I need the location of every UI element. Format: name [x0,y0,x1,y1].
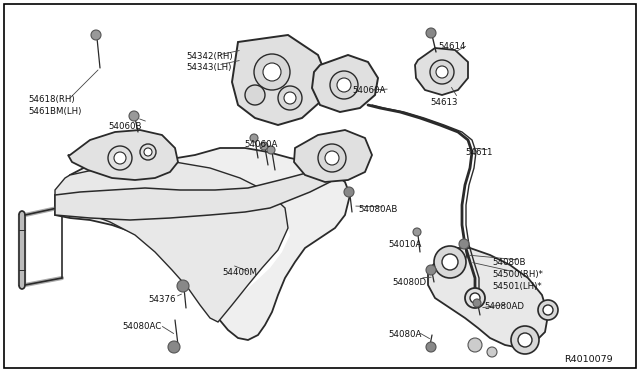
Circle shape [108,146,132,170]
Text: 54342(RH): 54342(RH) [186,52,232,61]
Circle shape [284,92,296,104]
Circle shape [278,86,302,110]
Polygon shape [55,162,288,322]
Text: 5461BM(LH): 5461BM(LH) [28,107,81,116]
Circle shape [487,347,497,357]
Text: 54080AD: 54080AD [484,302,524,311]
Circle shape [511,326,539,354]
Circle shape [413,228,421,236]
Text: 54500(RH)*: 54500(RH)* [492,270,543,279]
Circle shape [250,134,258,142]
Circle shape [254,54,290,90]
Circle shape [245,85,265,105]
Text: 54080AB: 54080AB [358,205,397,214]
Circle shape [140,144,156,160]
Circle shape [473,299,481,307]
Text: 54060B: 54060B [108,122,141,131]
Circle shape [337,78,351,92]
Text: 54080A: 54080A [388,330,421,339]
Circle shape [426,342,436,352]
Text: 54501(LH)*: 54501(LH)* [492,282,541,291]
Text: 54010A: 54010A [388,240,421,249]
Circle shape [518,333,532,347]
Circle shape [263,63,281,81]
Text: 54060A: 54060A [352,86,385,95]
Polygon shape [95,188,290,322]
Circle shape [465,288,485,308]
Text: 54613: 54613 [430,98,458,107]
Circle shape [344,187,354,197]
Polygon shape [415,48,468,95]
Circle shape [129,111,139,121]
Circle shape [434,246,466,278]
Text: 54376: 54376 [148,295,175,304]
Text: 54611: 54611 [465,148,493,157]
Text: 54080D: 54080D [392,278,426,287]
Circle shape [442,254,458,270]
Circle shape [330,71,358,99]
Text: 54080AC: 54080AC [122,322,161,331]
Circle shape [459,239,469,249]
Circle shape [436,66,448,78]
Polygon shape [428,248,548,348]
Circle shape [177,280,189,292]
Text: 54060A: 54060A [244,140,277,149]
Circle shape [426,265,436,275]
Text: 54343(LH): 54343(LH) [186,63,232,72]
Circle shape [318,144,346,172]
Polygon shape [294,130,372,182]
Circle shape [260,142,268,150]
Circle shape [538,300,558,320]
Circle shape [430,60,454,84]
Text: R4010079: R4010079 [564,355,612,364]
Circle shape [114,152,126,164]
Circle shape [468,338,482,352]
Circle shape [144,148,152,156]
Polygon shape [55,148,350,340]
Polygon shape [68,130,178,180]
Circle shape [325,151,339,165]
Polygon shape [312,55,378,112]
Circle shape [426,28,436,38]
Text: 54618(RH): 54618(RH) [28,95,75,104]
Text: 54080B: 54080B [492,258,525,267]
Text: 54614: 54614 [438,42,465,51]
Polygon shape [232,35,328,125]
Circle shape [267,146,275,154]
Circle shape [168,341,180,353]
Circle shape [91,30,101,40]
Text: 54400M: 54400M [222,268,257,277]
Polygon shape [55,165,340,220]
Circle shape [470,293,480,303]
Circle shape [543,305,553,315]
